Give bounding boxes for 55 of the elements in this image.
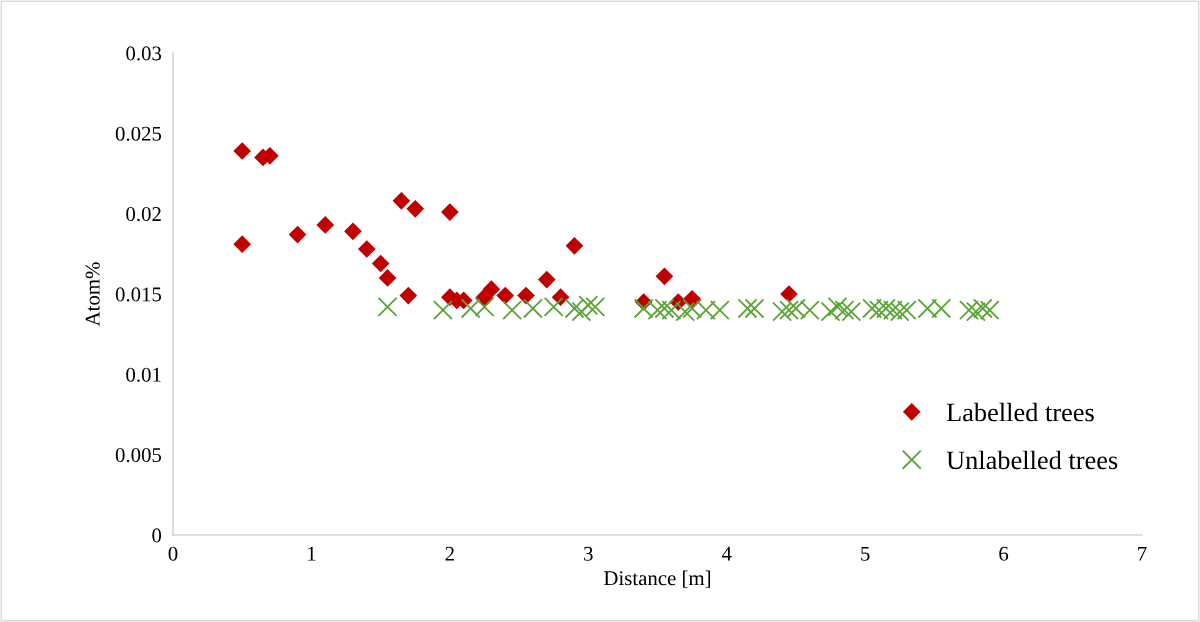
point [406, 200, 425, 218]
point [233, 142, 252, 160]
point [288, 225, 307, 244]
x-tick-label: 6 [999, 546, 1009, 561]
y-tick-label: 0.02 [126, 207, 161, 222]
point [371, 254, 390, 273]
point [378, 269, 397, 287]
point [744, 298, 765, 319]
point [460, 298, 481, 319]
y-tick-label: 0.015 [115, 287, 162, 302]
point [785, 298, 806, 319]
point [578, 295, 599, 316]
x-axis-title: Distance [m] [604, 570, 711, 588]
y-tick-label: 0.025 [115, 126, 162, 141]
legend-label: Unlabelled trees [946, 450, 1118, 470]
point [655, 267, 674, 286]
point [233, 235, 252, 254]
point [392, 191, 411, 210]
point [772, 301, 793, 322]
point [931, 298, 952, 319]
point [482, 280, 501, 299]
point [737, 298, 758, 319]
point [377, 296, 398, 317]
point [972, 298, 993, 319]
point [647, 300, 668, 320]
point [316, 216, 335, 234]
point [496, 286, 515, 305]
point [344, 222, 362, 241]
point [827, 296, 848, 317]
y-tick-label: 0.01 [126, 367, 161, 382]
point [834, 300, 855, 320]
legend-label: Labelled trees [946, 402, 1094, 422]
point [551, 288, 570, 307]
point [571, 301, 592, 322]
x-tick-label: 1 [308, 546, 316, 561]
point [474, 296, 495, 317]
x-tick-label: 3 [584, 546, 593, 561]
y-tick-label: 0.005 [115, 448, 162, 463]
point [399, 286, 418, 305]
y-tick-label: 0.03 [126, 46, 162, 61]
point [537, 270, 556, 289]
point [441, 203, 459, 221]
point [565, 236, 584, 255]
point [965, 301, 986, 322]
point [709, 300, 730, 320]
x-tick-label: 2 [445, 546, 454, 561]
y-axis-title: Atom% [85, 262, 100, 327]
point [357, 240, 376, 258]
x-tick-label: 7 [1138, 546, 1147, 561]
x-tick-label: 5 [861, 546, 870, 561]
x-tick-label: 0 [168, 546, 178, 561]
x-tick-label: 4 [721, 546, 732, 561]
y-tick-label: 0 [152, 528, 162, 543]
point [433, 300, 453, 320]
point [517, 286, 535, 305]
